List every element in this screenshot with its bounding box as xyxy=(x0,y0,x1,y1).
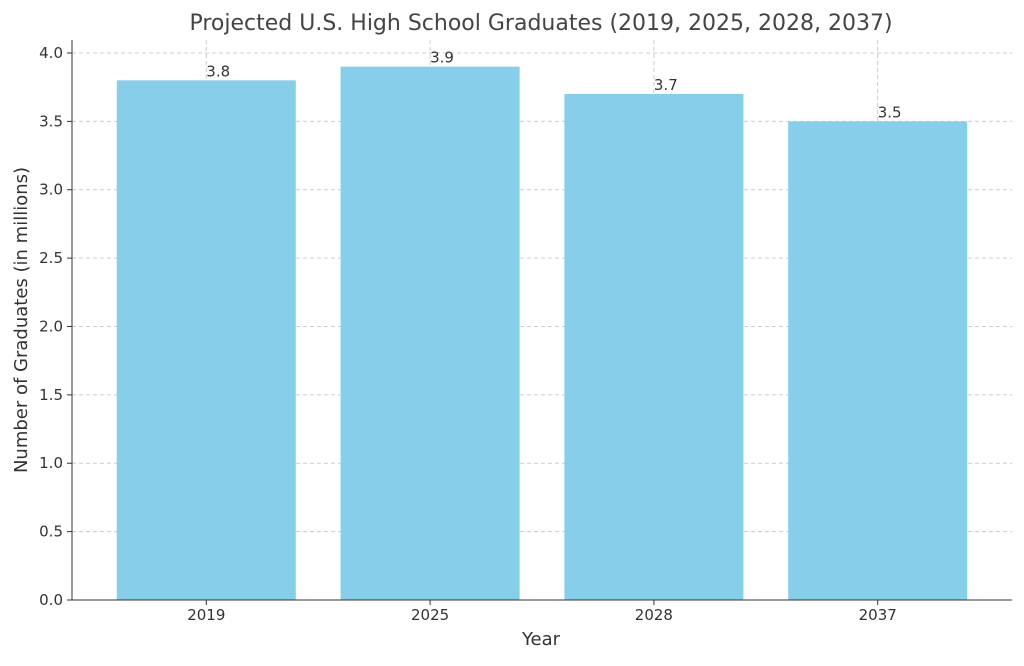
x-axis-label: Year xyxy=(521,629,561,650)
x-tick-label: 2028 xyxy=(635,606,673,624)
x-tick-label: 2037 xyxy=(859,606,897,624)
y-tick-label: 0.0 xyxy=(39,591,63,609)
y-tick-label: 1.0 xyxy=(39,454,63,472)
y-tick-label: 0.5 xyxy=(39,523,63,541)
value-label: 3.9 xyxy=(430,49,454,67)
bar xyxy=(340,66,520,600)
value-label: 3.7 xyxy=(654,76,678,94)
chart-title: Projected U.S. High School Graduates (20… xyxy=(189,11,892,36)
value-label: 3.8 xyxy=(206,62,230,80)
y-tick-label: 3.0 xyxy=(39,181,63,199)
bar xyxy=(788,121,968,600)
bar xyxy=(116,80,296,601)
value-label: 3.5 xyxy=(878,103,902,121)
y-tick-label: 1.5 xyxy=(39,386,63,404)
bar xyxy=(564,94,744,601)
x-tick-label: 2025 xyxy=(411,606,449,624)
y-tick-label: 2.0 xyxy=(39,317,63,335)
y-axis-label: Number of Graduates (in millions) xyxy=(11,167,32,473)
y-tick-label: 2.5 xyxy=(39,249,63,267)
y-tick-label: 3.5 xyxy=(39,112,63,130)
y-tick-label: 4.0 xyxy=(39,44,63,62)
x-tick-label: 2019 xyxy=(187,606,225,624)
